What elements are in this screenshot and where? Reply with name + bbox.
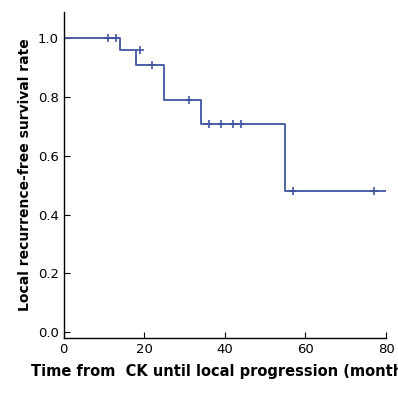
Y-axis label: Local recurrence-free survival rate: Local recurrence-free survival rate — [18, 39, 32, 311]
X-axis label: Time from  CK until local progression (months): Time from CK until local progression (mo… — [31, 364, 398, 379]
